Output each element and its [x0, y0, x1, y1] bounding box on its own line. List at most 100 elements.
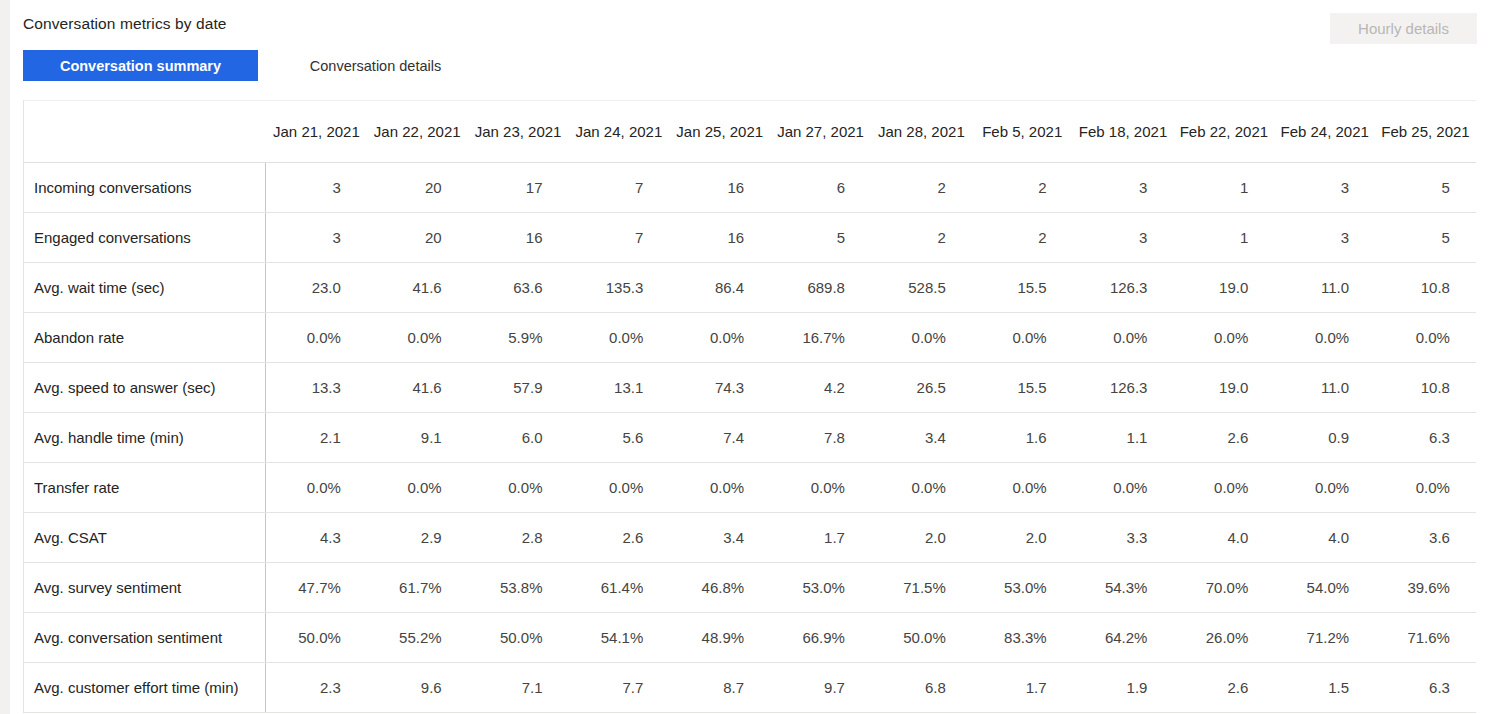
metric-value-cell: 46.8%: [669, 563, 770, 612]
table-body: Incoming conversations320177166223135Eng…: [24, 163, 1476, 713]
metric-value-cell: 0.0%: [1073, 313, 1174, 362]
metric-value-cell: 16: [669, 163, 770, 212]
column-header-date: Jan 27, 2021: [770, 123, 871, 140]
column-header-date: Jan 23, 2021: [468, 123, 569, 140]
metric-value-cell: 7: [568, 163, 669, 212]
metric-value-cell: 2.6: [1173, 413, 1274, 462]
tab-conversation-details[interactable]: Conversation details: [258, 50, 493, 81]
metric-value-cell: 19.0: [1173, 363, 1274, 412]
row-label: Abandon rate: [24, 313, 266, 362]
metric-value-cell: 71.5%: [871, 563, 972, 612]
metric-value-cell: 8.7: [669, 663, 770, 712]
metric-value-cell: 2.9: [367, 513, 468, 562]
metric-value-cell: 53.8%: [468, 563, 569, 612]
metric-value-cell: 19.0: [1173, 263, 1274, 312]
metric-value-cell: 15.5: [972, 363, 1073, 412]
metric-value-cell: 39.6%: [1375, 563, 1476, 612]
metric-value-cell: 0.0%: [568, 463, 669, 512]
metrics-table[interactable]: Jan 21, 2021Jan 22, 2021Jan 23, 2021Jan …: [23, 100, 1476, 713]
metric-value-cell: 9.1: [367, 413, 468, 462]
metric-value-cell: 1: [1173, 163, 1274, 212]
row-label: Avg. wait time (sec): [24, 263, 266, 312]
metric-value-cell: 3: [1274, 163, 1375, 212]
metric-value-cell: 0.0%: [1173, 313, 1274, 362]
metric-value-cell: 4.2: [770, 363, 871, 412]
metric-value-cell: 2.6: [568, 513, 669, 562]
metric-value-cell: 57.9: [468, 363, 569, 412]
metric-value-cell: 16.7%: [770, 313, 871, 362]
column-header-date: Feb 24, 2021: [1274, 123, 1375, 140]
metric-value-cell: 2.3: [266, 663, 367, 712]
metric-value-cell: 0.0%: [972, 313, 1073, 362]
column-header-date: Feb 5, 2021: [972, 123, 1073, 140]
metric-value-cell: 26.0%: [1173, 613, 1274, 662]
metric-value-cell: 3: [1073, 163, 1174, 212]
metric-value-cell: 1.7: [972, 663, 1073, 712]
table-row: Avg. survey sentiment47.7%61.7%53.8%61.4…: [24, 563, 1476, 613]
column-header-date: Feb 18, 2021: [1073, 123, 1174, 140]
row-label: Transfer rate: [24, 463, 266, 512]
metric-value-cell: 135.3: [568, 263, 669, 312]
metric-value-cell: 53.0%: [972, 563, 1073, 612]
metric-value-cell: 5.6: [568, 413, 669, 462]
metric-value-cell: 83.3%: [972, 613, 1073, 662]
tab-bar: Conversation summary Conversation detail…: [23, 50, 493, 81]
row-label: Avg. handle time (min): [24, 413, 266, 462]
metric-value-cell: 7.4: [669, 413, 770, 462]
metric-value-cell: 54.1%: [568, 613, 669, 662]
metric-value-cell: 0.0%: [468, 463, 569, 512]
metric-value-cell: 7: [568, 213, 669, 262]
metric-value-cell: 7.1: [468, 663, 569, 712]
metric-value-cell: 50.0%: [871, 613, 972, 662]
metric-value-cell: 4.0: [1274, 513, 1375, 562]
table-row: Avg. CSAT4.32.92.82.63.41.72.02.03.34.04…: [24, 513, 1476, 563]
metric-value-cell: 70.0%: [1173, 563, 1274, 612]
metric-value-cell: 0.0%: [367, 463, 468, 512]
metric-value-cell: 7.7: [568, 663, 669, 712]
metric-value-cell: 2.0: [972, 513, 1073, 562]
metric-value-cell: 1: [1173, 213, 1274, 262]
metric-value-cell: 0.0%: [871, 313, 972, 362]
metric-value-cell: 528.5: [871, 263, 972, 312]
metric-value-cell: 50.0%: [468, 613, 569, 662]
metric-value-cell: 0.0%: [972, 463, 1073, 512]
metric-value-cell: 0.0%: [1375, 313, 1476, 362]
metric-value-cell: 2.1: [266, 413, 367, 462]
row-label: Avg. conversation sentiment: [24, 613, 266, 662]
metric-value-cell: 55.2%: [367, 613, 468, 662]
metric-value-cell: 0.0%: [669, 313, 770, 362]
metric-value-cell: 0.0%: [266, 463, 367, 512]
metric-value-cell: 2: [871, 163, 972, 212]
metric-value-cell: 2.6: [1173, 663, 1274, 712]
metric-value-cell: 3.4: [669, 513, 770, 562]
metric-value-cell: 0.0%: [1375, 463, 1476, 512]
metric-value-cell: 48.9%: [669, 613, 770, 662]
metric-value-cell: 6.0: [468, 413, 569, 462]
metric-value-cell: 20: [367, 213, 468, 262]
metric-value-cell: 1.1: [1073, 413, 1174, 462]
metric-value-cell: 20: [367, 163, 468, 212]
column-header-date: Feb 22, 2021: [1173, 123, 1274, 140]
metric-value-cell: 3.4: [871, 413, 972, 462]
metric-value-cell: 0.0%: [568, 313, 669, 362]
metric-value-cell: 1.5: [1274, 663, 1375, 712]
metric-value-cell: 54.3%: [1073, 563, 1174, 612]
metric-value-cell: 0.0%: [1274, 313, 1375, 362]
metric-value-cell: 66.9%: [770, 613, 871, 662]
metric-value-cell: 13.3: [266, 363, 367, 412]
tab-conversation-summary[interactable]: Conversation summary: [23, 50, 258, 81]
conversation-metrics-page: Conversation metrics by date Hourly deta…: [0, 0, 1492, 714]
metric-value-cell: 2: [972, 163, 1073, 212]
row-label: Avg. survey sentiment: [24, 563, 266, 612]
table-row: Incoming conversations320177166223135: [24, 163, 1476, 213]
metric-value-cell: 0.0%: [669, 463, 770, 512]
metric-value-cell: 3: [1073, 213, 1174, 262]
metric-value-cell: 16: [669, 213, 770, 262]
page-title: Conversation metrics by date: [23, 15, 227, 33]
column-header-date: Jan 25, 2021: [669, 123, 770, 140]
metric-value-cell: 126.3: [1073, 363, 1174, 412]
metric-value-cell: 3: [1274, 213, 1375, 262]
hourly-details-button[interactable]: Hourly details: [1330, 13, 1477, 44]
row-label: Avg. speed to answer (sec): [24, 363, 266, 412]
metric-value-cell: 9.7: [770, 663, 871, 712]
